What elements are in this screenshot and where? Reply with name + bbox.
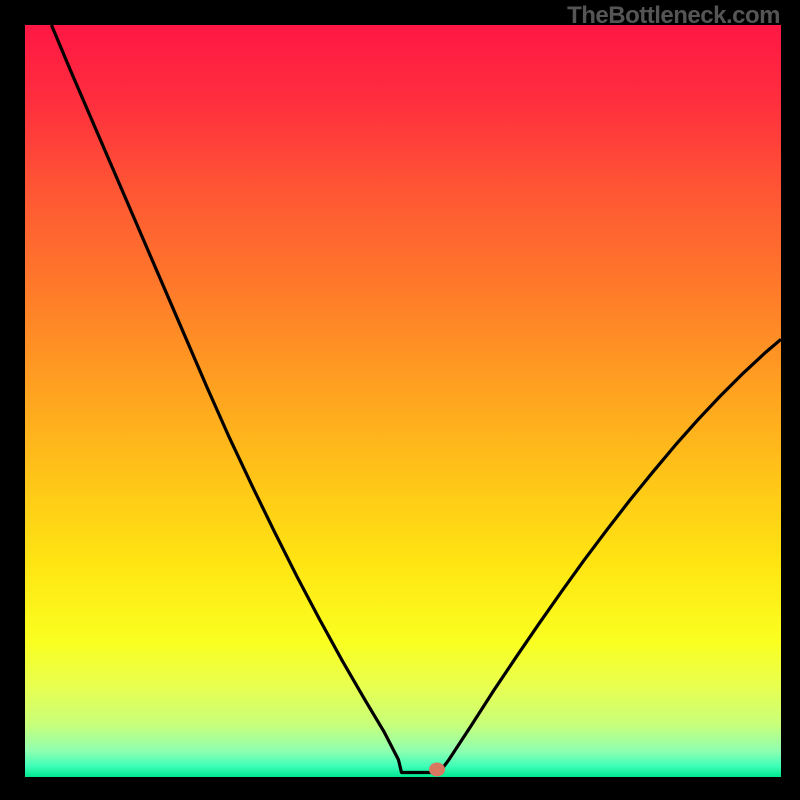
bottleneck-chart bbox=[0, 0, 800, 800]
optimal-point-marker bbox=[429, 762, 445, 776]
plot-background bbox=[25, 25, 781, 777]
watermark-text: TheBottleneck.com bbox=[567, 2, 780, 30]
